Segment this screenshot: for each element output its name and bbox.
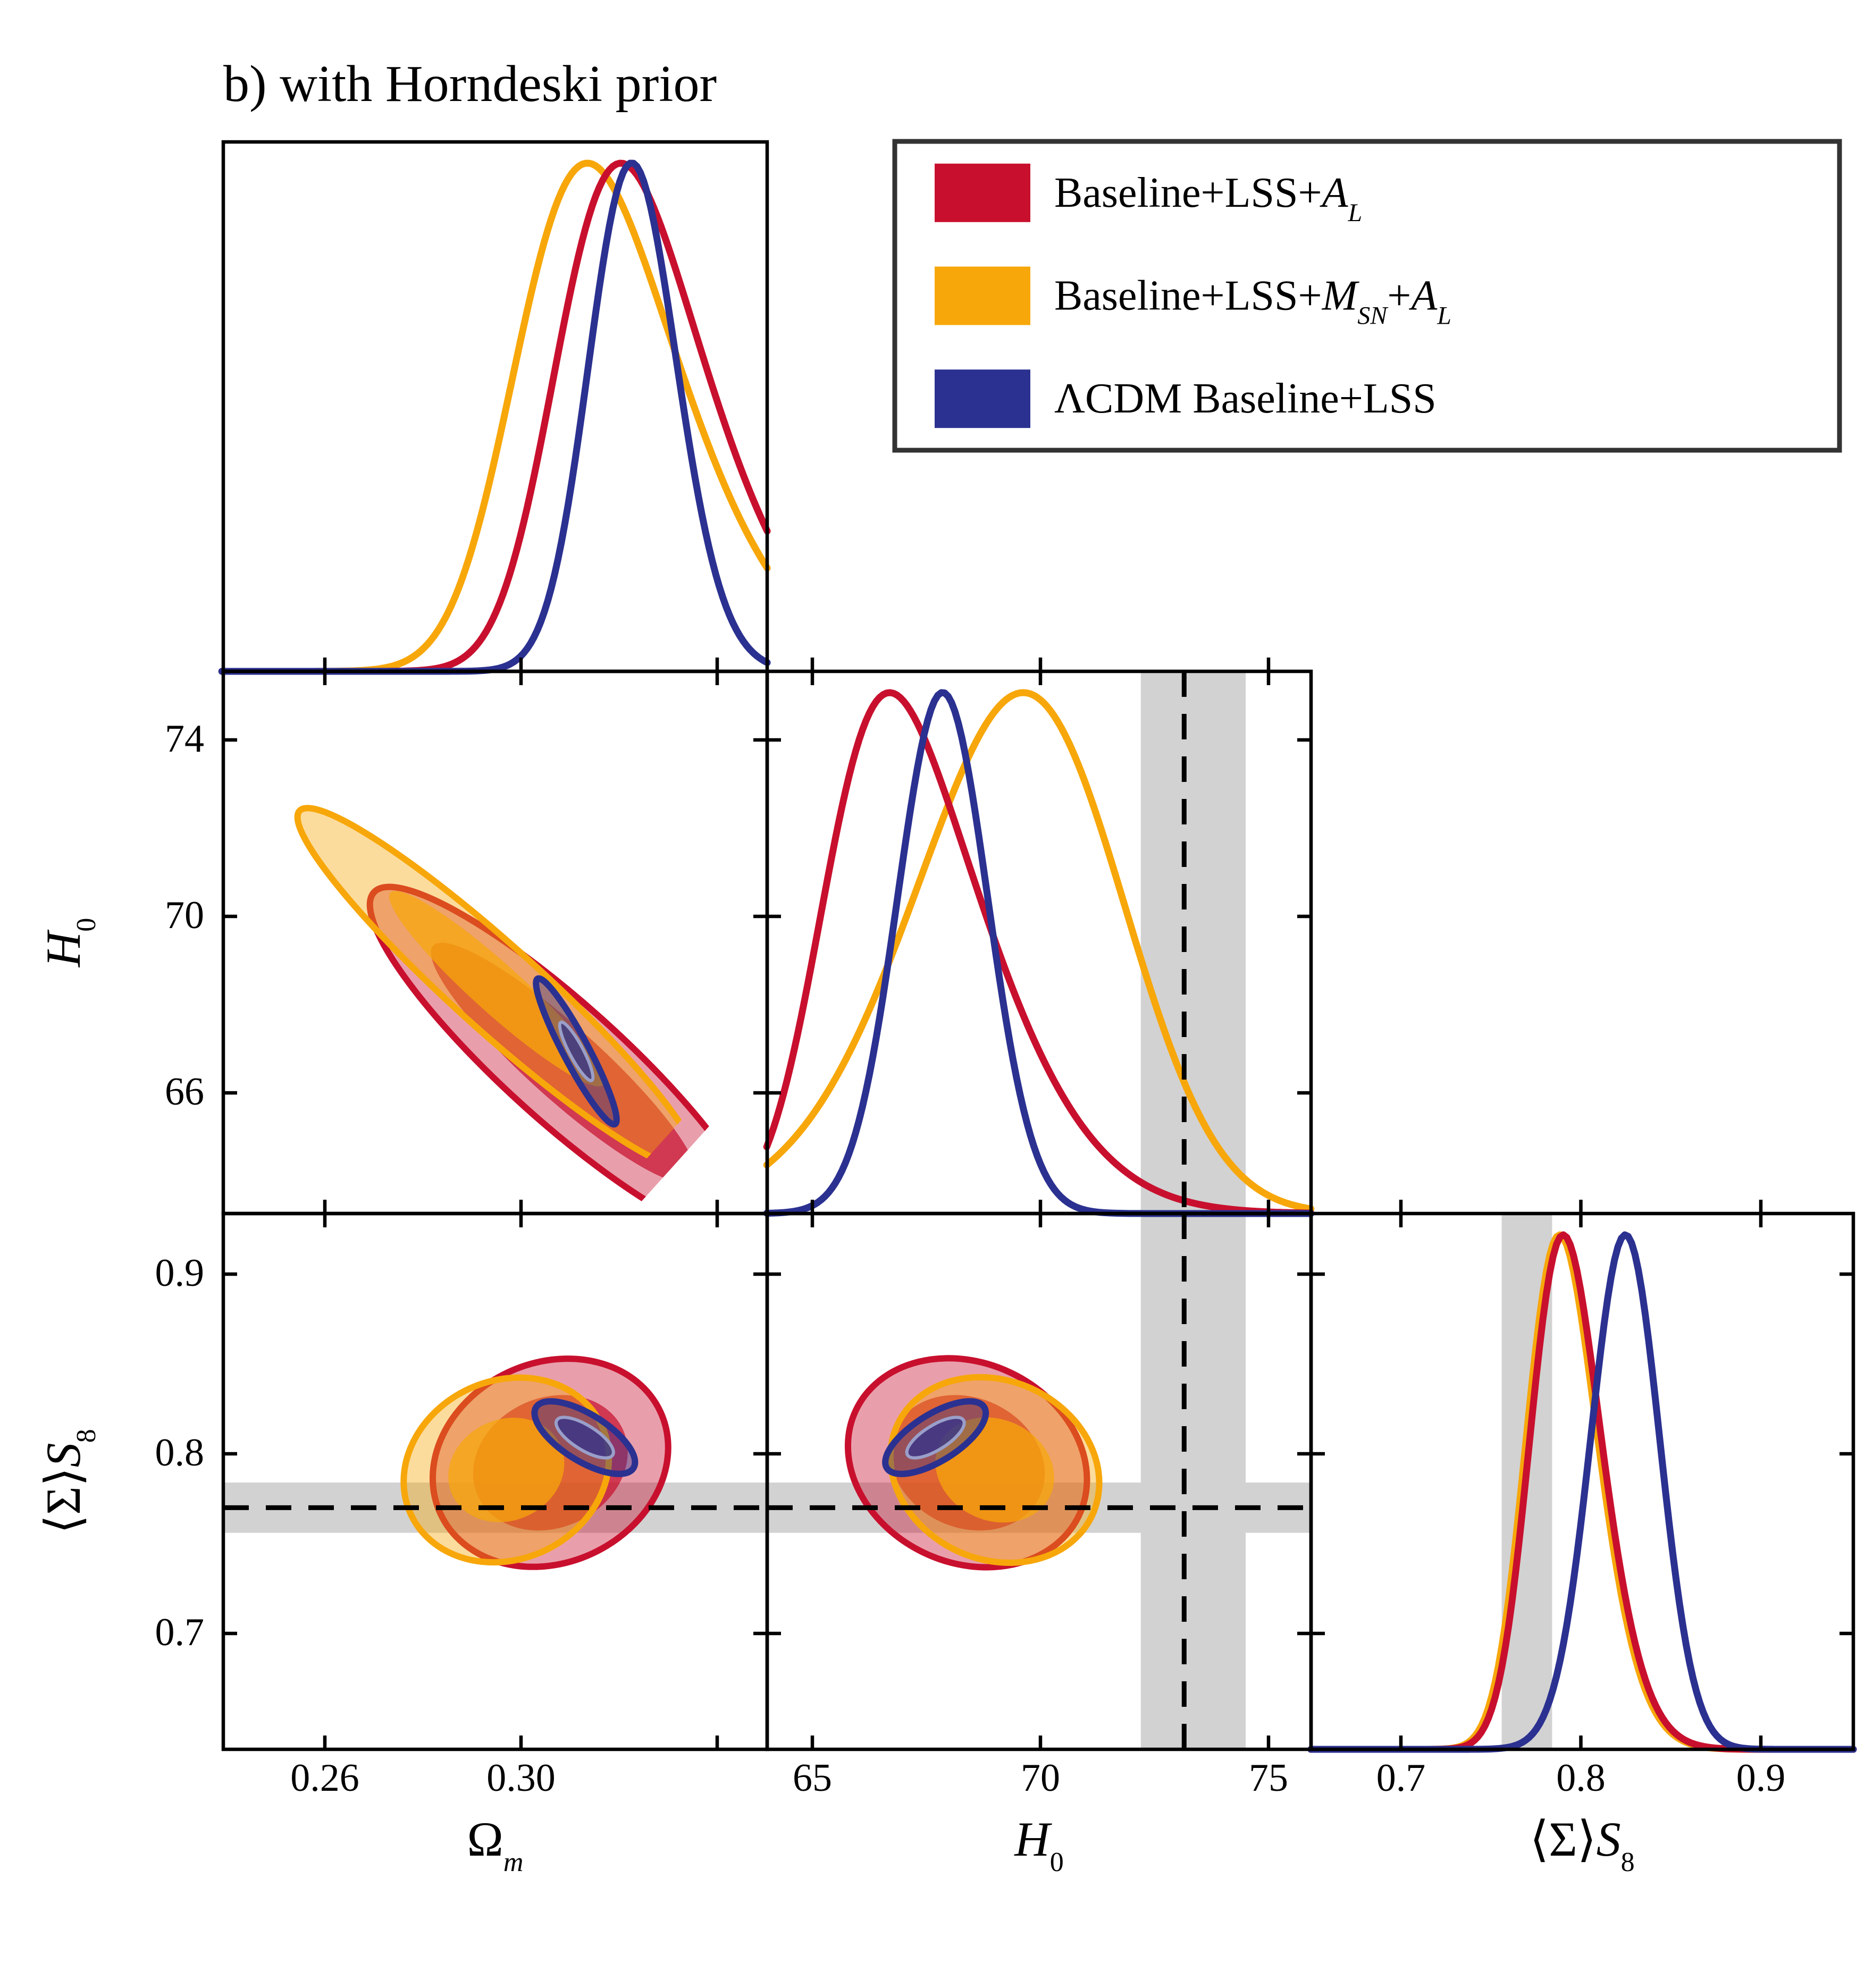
svg-text:75: 75 bbox=[1249, 1756, 1288, 1800]
svg-text:0.30: 0.30 bbox=[486, 1756, 556, 1800]
svg-text:0.7: 0.7 bbox=[155, 1611, 205, 1654]
svg-text:0.9: 0.9 bbox=[155, 1251, 205, 1295]
svg-text:0.8: 0.8 bbox=[1556, 1756, 1606, 1800]
svg-text:0.8: 0.8 bbox=[155, 1431, 205, 1475]
svg-text:66: 66 bbox=[165, 1070, 204, 1114]
svg-text:0.9: 0.9 bbox=[1736, 1756, 1786, 1800]
svg-text:70: 70 bbox=[1021, 1756, 1060, 1800]
svg-text:70: 70 bbox=[165, 894, 204, 937]
svg-text:65: 65 bbox=[793, 1756, 832, 1800]
svg-text:b) with Horndeski prior: b) with Horndeski prior bbox=[223, 55, 717, 113]
svg-text:0.26: 0.26 bbox=[290, 1756, 359, 1800]
svg-text:ΛCDM Baseline+LSS: ΛCDM Baseline+LSS bbox=[1054, 375, 1437, 422]
svg-text:74: 74 bbox=[165, 717, 204, 761]
svg-text:0.7: 0.7 bbox=[1376, 1756, 1426, 1800]
